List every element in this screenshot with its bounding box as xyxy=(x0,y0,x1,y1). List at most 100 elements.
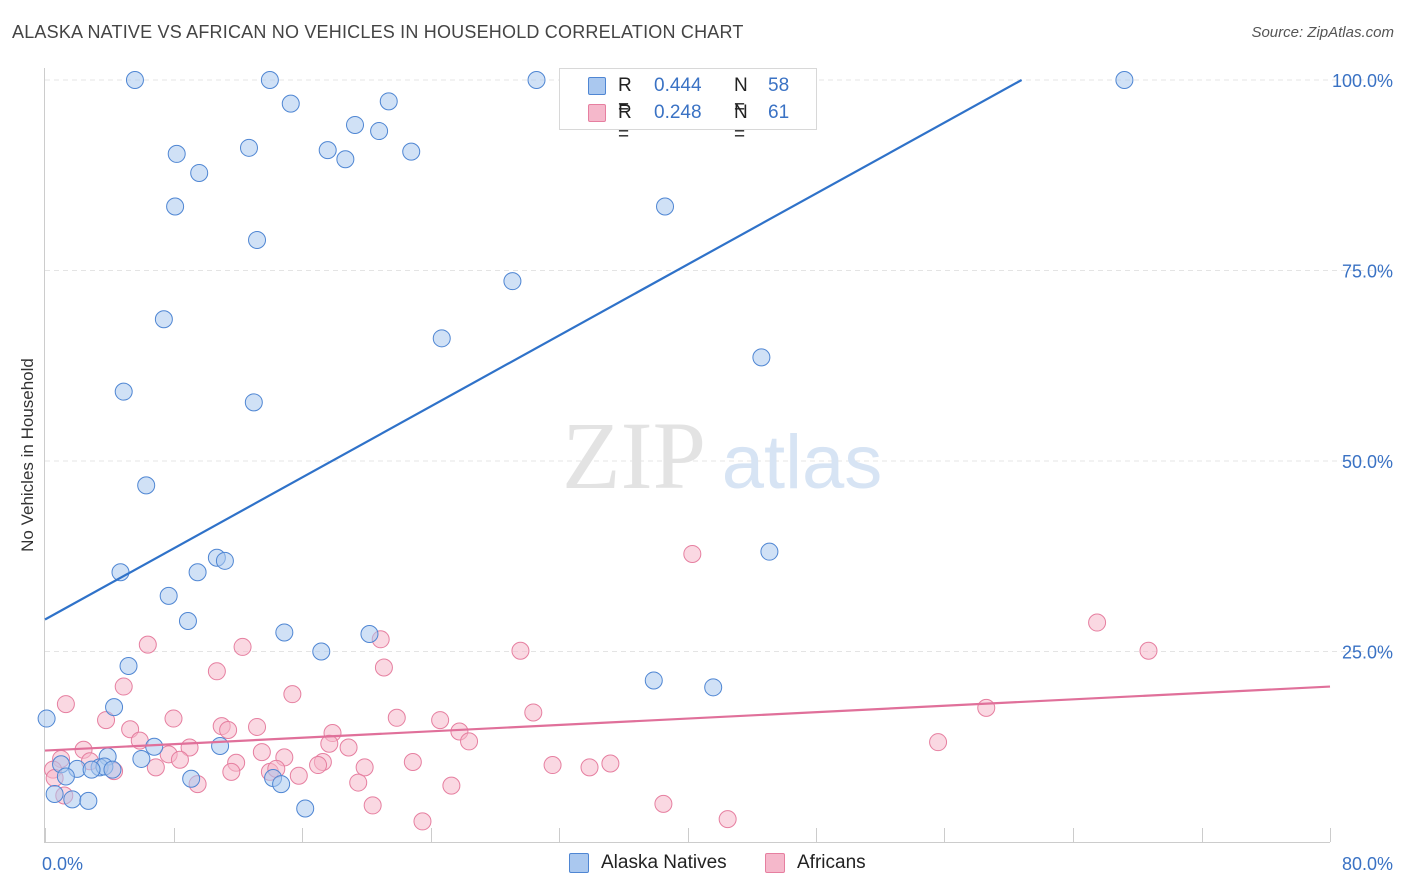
legend-r-value: 0.444 xyxy=(654,75,702,96)
watermark-zip: ZIP xyxy=(562,402,706,509)
africans-point xyxy=(219,720,238,739)
africans-point xyxy=(146,758,165,777)
alaska-natives-point xyxy=(105,698,124,717)
alaska-natives-point xyxy=(154,310,173,329)
alaska-natives-point xyxy=(166,197,185,216)
alaska-natives-point xyxy=(190,163,209,182)
alaska-natives-point xyxy=(37,709,56,728)
alaska-natives-point xyxy=(167,144,186,163)
alaska-natives-point xyxy=(82,760,101,779)
trend-lines xyxy=(44,79,1331,752)
africans-point xyxy=(654,794,673,813)
alaska-natives-point xyxy=(346,115,365,134)
alaska-natives-point xyxy=(159,586,178,605)
africans-point xyxy=(363,796,382,815)
alaska-natives-point xyxy=(211,736,230,755)
alaska-natives-point xyxy=(188,563,207,582)
bottom-legend-label: Alaska Natives xyxy=(601,852,727,873)
africans-point xyxy=(511,641,530,660)
legend-swatch-pink xyxy=(588,104,606,122)
africans-point xyxy=(170,750,189,769)
legend-r-label: R = xyxy=(618,75,632,118)
africans-point xyxy=(543,756,562,775)
watermark: ZIP atlas xyxy=(562,402,882,509)
chart-title: ALASKA NATIVE VS AFRICAN NO VEHICLES IN … xyxy=(12,22,744,42)
y-tick-label: 50.0% xyxy=(1342,452,1393,472)
alaska-natives-point xyxy=(503,272,522,291)
correlation-legend: R = 0.444 N = 58 R = 0.248 N = 61 xyxy=(559,68,817,145)
legend-n-value: 58 xyxy=(768,75,790,96)
alaska-natives-point xyxy=(132,749,151,768)
alaska-natives-point xyxy=(704,678,723,697)
alaska-natives-point xyxy=(379,92,398,111)
africans-point xyxy=(355,758,374,777)
africans-point xyxy=(387,708,406,727)
alaska-natives-point xyxy=(178,612,197,631)
alaska-natives-point xyxy=(215,551,234,570)
africans-point xyxy=(374,658,393,677)
legend-r-label: R = xyxy=(618,102,632,145)
alaska-natives-point xyxy=(275,623,294,642)
alaska-natives-point xyxy=(644,671,663,690)
africans-point xyxy=(524,703,543,722)
alaska-natives-point xyxy=(432,329,451,348)
alaska-natives-point xyxy=(137,476,156,495)
x-tick-label: 0.0% xyxy=(42,854,83,874)
africans-point xyxy=(718,810,737,829)
x-tick-label: 80.0% xyxy=(1342,854,1393,874)
y-tick-label: 25.0% xyxy=(1342,643,1393,663)
alaska-natives-point xyxy=(527,71,546,89)
africans-point xyxy=(222,762,241,781)
alaska-natives-point xyxy=(119,656,138,675)
alaska-natives-point xyxy=(272,775,291,794)
africans-point xyxy=(289,766,308,785)
africans-point xyxy=(320,734,339,753)
africans-point xyxy=(339,738,358,757)
y-tick-label: 100.0% xyxy=(1332,71,1393,91)
legend-r-value: 0.248 xyxy=(654,102,702,123)
africans-point xyxy=(929,733,948,752)
source-label: Source: ZipAtlas.com xyxy=(1251,24,1394,41)
alaska-natives-points xyxy=(37,71,1134,818)
alaska-natives-point xyxy=(244,393,263,412)
africans-point xyxy=(138,635,157,654)
africans-point xyxy=(114,677,133,696)
africans-point xyxy=(1139,641,1158,660)
alaska-natives-point xyxy=(312,642,331,661)
alaska-natives-point xyxy=(248,231,267,250)
alaska-natives-point xyxy=(45,784,64,803)
africans-points xyxy=(44,544,1158,831)
legend-n-label: N = xyxy=(734,102,748,145)
africans-point xyxy=(252,743,271,762)
africans-point xyxy=(442,776,461,795)
alaska-natives-point xyxy=(56,767,75,786)
alaska-natives-point xyxy=(114,382,133,401)
alaska-natives-point xyxy=(318,141,337,160)
alaska-natives-point xyxy=(402,142,421,161)
africans-point xyxy=(1088,613,1107,632)
africans-trend-line xyxy=(44,685,1331,752)
watermark-atlas: atlas xyxy=(722,420,883,505)
bottom-legend-swatch-pink xyxy=(765,853,785,873)
africans-point xyxy=(460,732,479,751)
bottom-legend-swatch-blue xyxy=(569,853,589,873)
gridlines xyxy=(45,79,1390,652)
alaska-natives-point xyxy=(145,737,164,756)
legend-n-label: N = xyxy=(734,75,748,118)
africans-point xyxy=(683,544,702,563)
africans-point xyxy=(601,754,620,773)
alaska-natives-trend-line xyxy=(44,79,1023,621)
africans-point xyxy=(309,756,328,775)
alaska-natives-point xyxy=(360,624,379,643)
africans-point xyxy=(283,685,302,704)
y-axis-label: No Vehicles in Household xyxy=(18,358,37,552)
africans-point xyxy=(413,812,432,831)
alaska-natives-point xyxy=(760,542,779,561)
africans-point xyxy=(56,695,75,714)
africans-point xyxy=(207,662,226,681)
legend-swatch-blue xyxy=(588,77,606,95)
alaska-natives-point xyxy=(656,197,675,216)
alaska-natives-point xyxy=(281,94,300,113)
africans-point xyxy=(233,637,252,656)
